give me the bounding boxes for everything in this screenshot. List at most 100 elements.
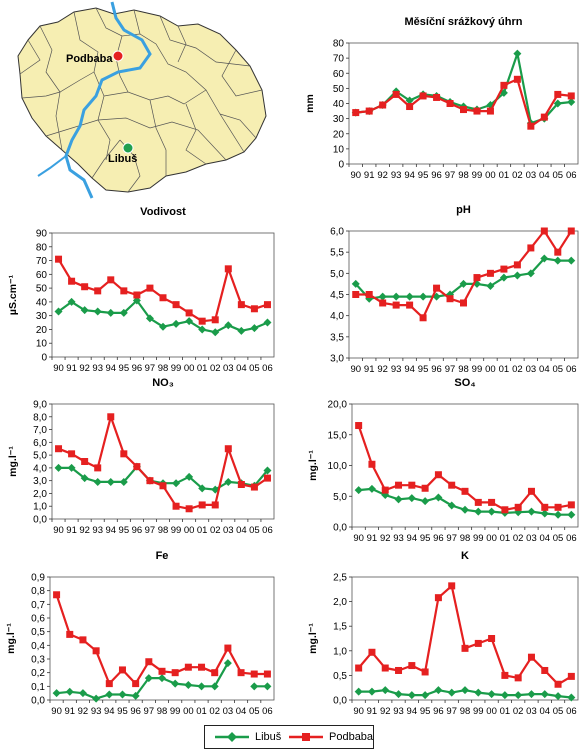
data-point xyxy=(120,450,128,458)
data-point xyxy=(68,450,76,458)
y-tick-label: 9,0 xyxy=(33,400,47,411)
y-tick-label: 10 xyxy=(333,144,345,155)
x-tick-label: 03 xyxy=(526,533,537,544)
data-point xyxy=(352,109,360,117)
data-point xyxy=(461,686,469,695)
chart-k: 0,0 0,5 1,0 1,5 2,0 2,5 90 91 92 93 94 95 96 97 98 99 00… xyxy=(307,550,579,717)
data-point xyxy=(474,498,482,506)
x-tick-label: 94 xyxy=(404,364,415,375)
data-point xyxy=(567,227,575,235)
y-tick-label: 5,0 xyxy=(33,451,47,462)
data-point xyxy=(172,479,181,488)
data-point xyxy=(473,274,481,282)
x-tick-label: 96 xyxy=(433,706,444,717)
data-point xyxy=(421,497,430,506)
data-point xyxy=(133,463,141,471)
data-point xyxy=(381,664,389,672)
y-tick-label: 80 xyxy=(333,39,345,50)
x-tick-label: 99 xyxy=(473,706,484,717)
data-point xyxy=(406,103,414,111)
data-point xyxy=(250,670,258,678)
x-tick-label: 98 xyxy=(460,533,471,544)
x-tick-label: 92 xyxy=(380,706,391,717)
data-point xyxy=(500,265,508,273)
y-axis-label: mg.l⁻¹ xyxy=(307,623,319,654)
y-axis-label: mg.l⁻¹ xyxy=(5,623,17,654)
y-tick-label: 20,0 xyxy=(328,400,348,411)
data-point xyxy=(185,317,194,326)
y-axis-label: mg.l⁻¹ xyxy=(307,450,319,481)
y-axis-label: µS.cm⁻¹ xyxy=(7,274,19,315)
data-point xyxy=(514,503,522,511)
y-tick-label: 1,0 xyxy=(333,646,347,657)
x-tick-label: 97 xyxy=(446,706,457,717)
data-point xyxy=(184,663,192,671)
y-tick-label: 8,0 xyxy=(33,412,47,423)
data-point xyxy=(94,287,102,295)
data-point xyxy=(133,291,141,299)
x-tick-label: 03 xyxy=(223,363,234,374)
data-point xyxy=(171,669,179,677)
x-tick-label: 99 xyxy=(473,533,484,544)
data-point xyxy=(237,481,245,488)
river-vltava xyxy=(64,1,152,199)
x-tick-label: 03 xyxy=(223,525,234,536)
x-tick-label: 92 xyxy=(377,364,388,375)
data-point xyxy=(159,322,167,331)
x-tick-label: 06 xyxy=(262,706,273,717)
series-line xyxy=(354,257,572,300)
data-point xyxy=(80,474,89,483)
x-tick-label: 92 xyxy=(377,170,388,181)
x-tick-label: 92 xyxy=(79,525,90,536)
data-point xyxy=(78,689,87,698)
x-tick-label: 01 xyxy=(197,525,208,536)
data-point xyxy=(405,292,414,301)
data-point xyxy=(500,81,508,89)
x-tick-label: 06 xyxy=(566,533,577,544)
map-label-podbaba: Podbaba xyxy=(66,53,113,65)
data-point xyxy=(540,509,549,518)
data-point xyxy=(488,635,496,642)
chart-fe: 0,0 0,1 0,2 0,3 0,4 0,5 0,6 0,7 0,8 0,9 90 91 92 93 94… xyxy=(5,550,275,717)
data-point xyxy=(567,256,576,265)
x-tick-label: 04 xyxy=(236,363,247,374)
data-point xyxy=(52,689,61,698)
y-tick-label: 20 xyxy=(333,129,345,140)
x-tick-label: 05 xyxy=(249,363,260,374)
data-point xyxy=(106,308,115,317)
data-point xyxy=(421,484,429,492)
data-point xyxy=(67,297,76,306)
y-tick-label: 1,5 xyxy=(333,622,347,633)
data-point xyxy=(513,75,521,83)
x-tick-label: 95 xyxy=(117,706,128,717)
data-point xyxy=(66,630,74,638)
series-podbaba xyxy=(53,591,271,688)
x-tick-label: 91 xyxy=(367,706,378,717)
data-point xyxy=(107,413,115,421)
x-tick-label: 05 xyxy=(553,533,564,544)
x-tick-label: 02 xyxy=(209,706,220,717)
data-point xyxy=(434,493,443,502)
data-point xyxy=(81,458,89,465)
y-tick-label: 50 xyxy=(333,84,345,95)
data-point xyxy=(486,269,494,277)
data-point xyxy=(198,317,206,325)
data-point xyxy=(53,591,61,599)
data-point xyxy=(81,283,89,291)
y-tick-label: 70 xyxy=(36,256,48,267)
x-tick-label: 06 xyxy=(262,363,273,374)
y-tick-label: 3,0 xyxy=(330,354,344,365)
data-point xyxy=(527,244,535,252)
y-tick-label: 2,0 xyxy=(333,597,347,608)
x-tick-label: 94 xyxy=(404,170,415,181)
series-libus xyxy=(52,659,272,703)
y-tick-label: 70 xyxy=(333,54,345,65)
data-point xyxy=(461,644,469,652)
legend-label-podbaba: Podbaba xyxy=(329,731,374,743)
data-point xyxy=(461,487,469,495)
y-tick-label: 2,5 xyxy=(333,573,347,584)
x-tick-label: 03 xyxy=(526,706,537,717)
data-point xyxy=(446,100,454,107)
data-point xyxy=(379,101,387,109)
